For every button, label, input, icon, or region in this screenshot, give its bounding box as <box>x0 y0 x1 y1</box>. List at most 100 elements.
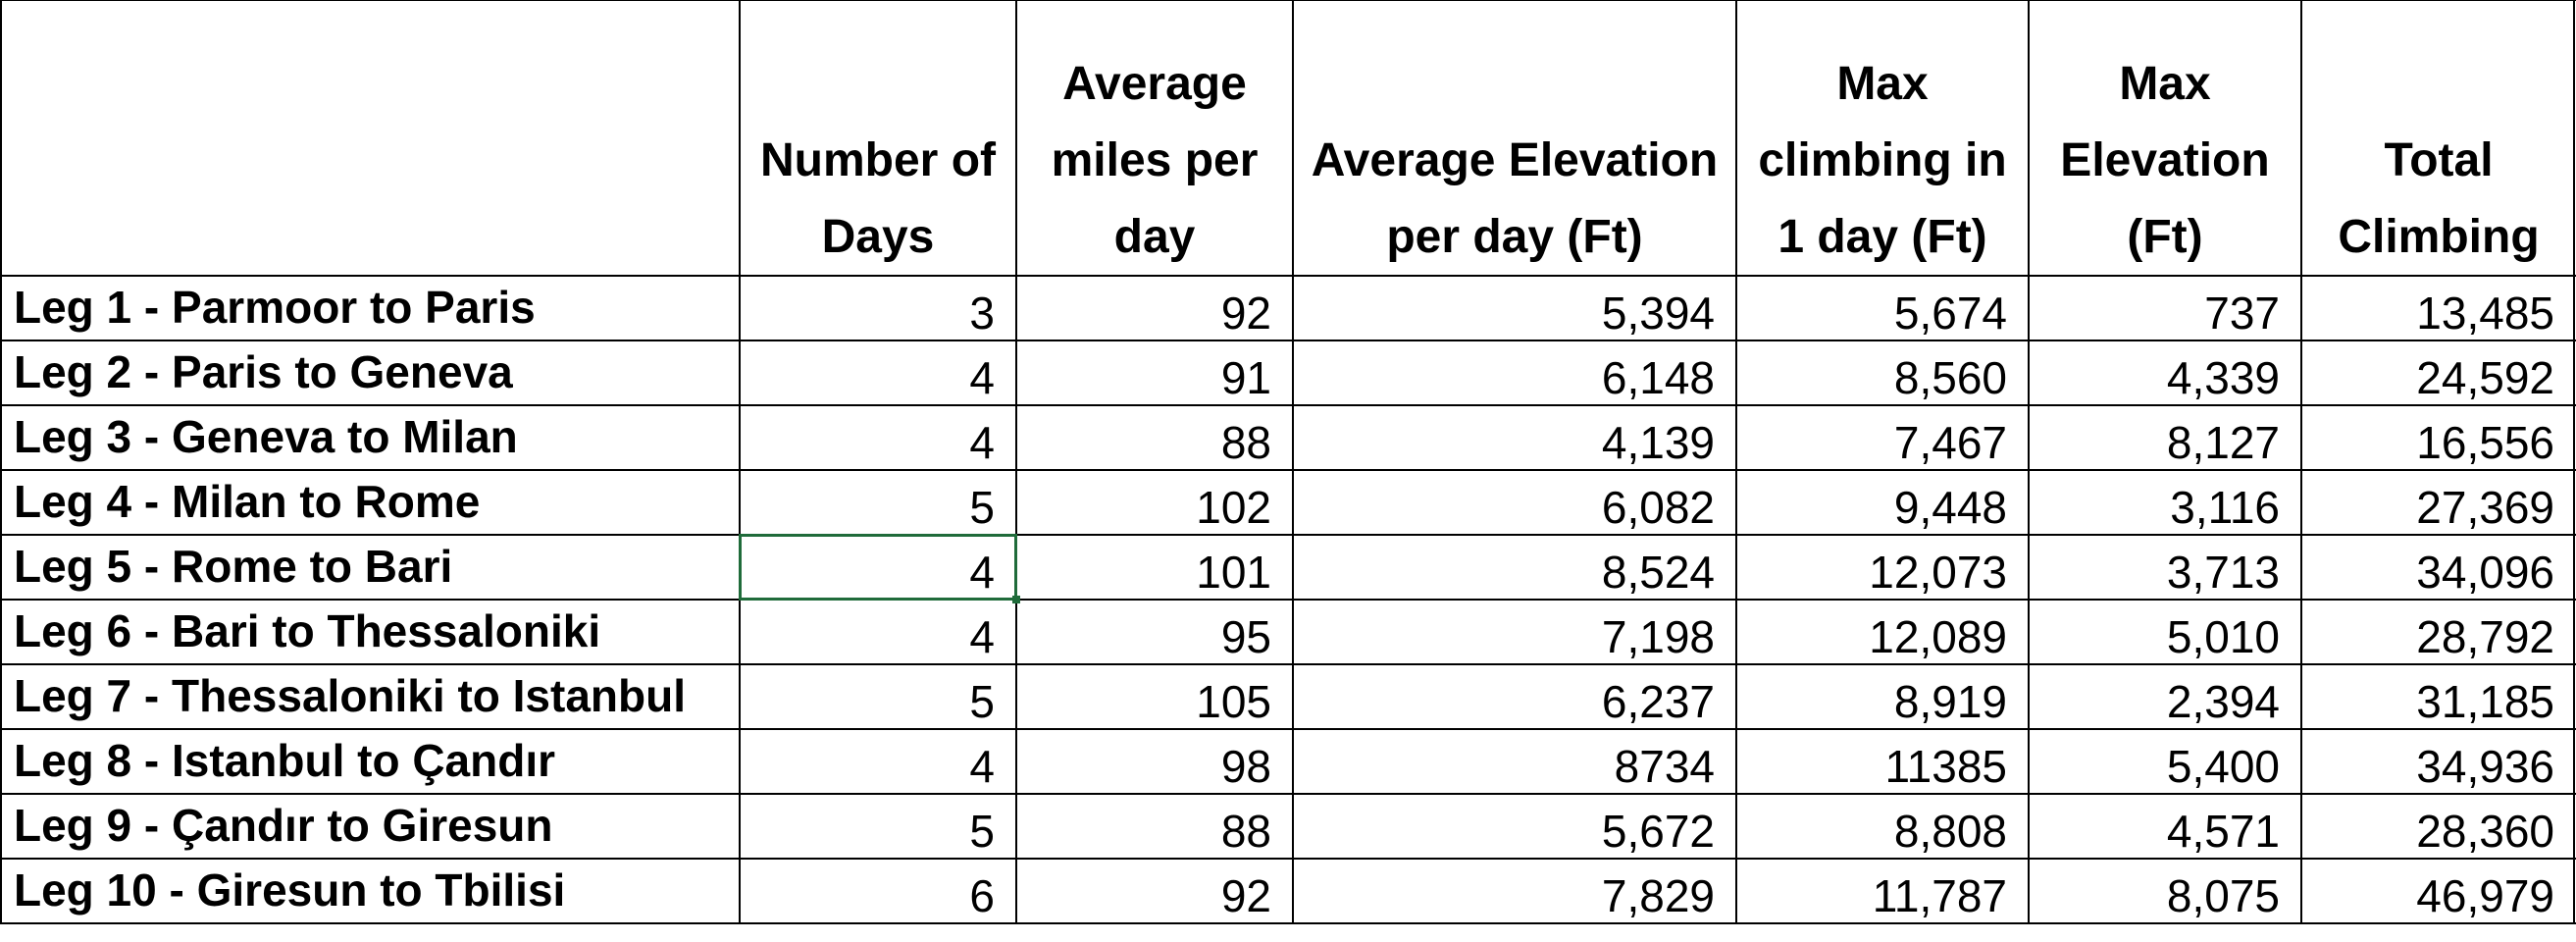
cell-avg-miles[interactable]: 91 <box>1220 352 1271 403</box>
cell-max-climbing[interactable]: 12,089 <box>1869 611 2007 662</box>
cell-total-climbing[interactable]: 24,592 <box>2416 352 2554 403</box>
cell-days[interactable]: 5 <box>969 806 995 857</box>
cell-max-climbing[interactable]: 12,073 <box>1869 547 2007 598</box>
cell-max-elevation[interactable]: 5,010 <box>2166 611 2280 662</box>
grid-vline <box>0 0 2 923</box>
cell-total-climbing[interactable]: 31,185 <box>2416 676 2554 727</box>
cell-max-climbing[interactable]: 11,787 <box>1872 870 2007 921</box>
cell-avg-elevation[interactable]: 6,148 <box>1601 352 1715 403</box>
header-max-elevation[interactable]: Max Elevation (Ft) <box>2029 0 2301 276</box>
cell-avg-miles[interactable]: 102 <box>1196 482 1271 533</box>
cell-days[interactable]: 6 <box>969 870 995 921</box>
row-label[interactable]: Leg 10 - Giresun to Tbilisi <box>14 864 566 916</box>
grid-vline <box>1292 0 1294 923</box>
cell-total-climbing[interactable]: 27,369 <box>2416 482 2554 533</box>
cell-max-elevation[interactable]: 8,127 <box>2166 417 2280 468</box>
row-label[interactable]: Leg 1 - Parmoor to Paris <box>14 282 536 333</box>
cell-days[interactable]: 4 <box>969 741 995 792</box>
cell-max-climbing[interactable]: 5,674 <box>1893 288 2007 339</box>
grid-hline <box>0 275 2576 277</box>
grid-hline <box>0 793 2576 795</box>
cell-total-climbing[interactable]: 46,979 <box>2416 870 2554 921</box>
cell-total-climbing[interactable]: 16,556 <box>2416 417 2554 468</box>
row-label[interactable]: Leg 7 - Thessaloniki to Istanbul <box>14 670 686 721</box>
header-days[interactable]: Number of Days <box>740 0 1016 276</box>
header-total-climbing[interactable]: Total Climbing <box>2301 0 2576 276</box>
cell-avg-miles[interactable]: 92 <box>1220 870 1271 921</box>
cell-avg-miles[interactable]: 98 <box>1220 741 1271 792</box>
header-line: climbing in <box>1758 134 2007 186</box>
cell-days[interactable]: 5 <box>969 676 995 727</box>
cell-days[interactable]: 4 <box>969 352 995 403</box>
header-max-climbing[interactable]: Max climbing in 1 day (Ft) <box>1736 0 2029 276</box>
row-label[interactable]: Leg 3 - Geneva to Milan <box>14 411 518 462</box>
cell-avg-miles[interactable]: 88 <box>1220 806 1271 857</box>
cell-avg-elevation[interactable]: 4,139 <box>1601 417 1715 468</box>
grid-vline <box>2028 0 2030 923</box>
cell-max-elevation[interactable]: 4,571 <box>2166 806 2280 857</box>
cell-max-climbing[interactable]: 11385 <box>1884 741 2007 792</box>
grid-hline <box>0 922 2576 924</box>
row-label[interactable]: Leg 8 - Istanbul to Çandır <box>14 735 556 786</box>
cell-avg-elevation[interactable]: 7,829 <box>1601 870 1715 921</box>
cell-avg-elevation[interactable]: 6,082 <box>1601 482 1715 533</box>
cell-avg-miles[interactable]: 95 <box>1220 611 1271 662</box>
fill-handle[interactable] <box>1012 596 1020 603</box>
cell-avg-miles[interactable]: 101 <box>1196 547 1271 598</box>
grid-vline <box>1735 0 1737 923</box>
header-leg[interactable] <box>0 0 740 276</box>
cell-max-elevation[interactable]: 5,400 <box>2166 741 2280 792</box>
cell-max-elevation[interactable]: 737 <box>2204 288 2280 339</box>
cell-max-elevation[interactable]: 3,116 <box>2170 482 2280 533</box>
cell-days[interactable]: 5 <box>969 482 995 533</box>
cell-days[interactable]: 3 <box>969 288 995 339</box>
cell-max-climbing[interactable]: 8,560 <box>1893 352 2007 403</box>
row-label[interactable]: Leg 4 - Milan to Rome <box>14 476 481 527</box>
cell-max-elevation[interactable]: 8,075 <box>2166 870 2280 921</box>
header-line: Average <box>1062 58 1247 110</box>
cell-total-climbing[interactable]: 28,360 <box>2416 806 2554 857</box>
cell-max-climbing[interactable]: 8,808 <box>1893 806 2007 857</box>
cell-avg-elevation[interactable]: 8,524 <box>1601 547 1715 598</box>
cell-days[interactable]: 4 <box>969 417 995 468</box>
grid-vline <box>1015 0 1017 923</box>
header-avg-miles[interactable]: Average miles per day <box>1016 0 1293 276</box>
header-line: 1 day (Ft) <box>1777 211 1987 263</box>
row-label[interactable]: Leg 2 - Paris to Geneva <box>14 346 513 397</box>
cell-avg-miles[interactable]: 92 <box>1220 288 1271 339</box>
header-avg-elevation[interactable]: Average Elevation per day (Ft) <box>1293 0 1736 276</box>
cell-max-elevation[interactable]: 3,713 <box>2166 547 2280 598</box>
header-line: Elevation <box>2060 134 2270 186</box>
grid-hline <box>0 663 2576 665</box>
header-line: Total <box>2384 134 2494 186</box>
cell-avg-elevation[interactable]: 7,198 <box>1601 611 1715 662</box>
cell-total-climbing[interactable]: 28,792 <box>2416 611 2554 662</box>
header-line: Days <box>821 211 935 263</box>
cell-avg-miles[interactable]: 105 <box>1196 676 1271 727</box>
cell-total-climbing[interactable]: 34,096 <box>2416 547 2554 598</box>
cell-days[interactable]: 4 <box>969 547 995 598</box>
cell-max-elevation[interactable]: 2,394 <box>2166 676 2280 727</box>
cell-avg-miles[interactable]: 88 <box>1220 417 1271 468</box>
cell-avg-elevation[interactable]: 5,394 <box>1601 288 1715 339</box>
grid-vline <box>739 0 741 923</box>
cell-avg-elevation[interactable]: 6,237 <box>1601 676 1715 727</box>
cell-max-climbing[interactable]: 8,919 <box>1893 676 2007 727</box>
row-label[interactable]: Leg 5 - Rome to Bari <box>14 541 453 592</box>
cell-total-climbing[interactable]: 34,936 <box>2416 741 2554 792</box>
header-line: per day (Ft) <box>1386 211 1643 263</box>
cell-days[interactable]: 4 <box>969 611 995 662</box>
row-label[interactable]: Leg 9 - Çandır to Giresun <box>14 800 553 851</box>
selected-cell-outline <box>739 534 1017 601</box>
cell-avg-elevation[interactable]: 8734 <box>1614 741 1715 792</box>
cell-max-climbing[interactable]: 7,467 <box>1893 417 2007 468</box>
row-label[interactable]: Leg 6 - Bari to Thessaloniki <box>14 605 601 656</box>
cell-max-elevation[interactable]: 4,339 <box>2166 352 2280 403</box>
cell-max-climbing[interactable]: 9,448 <box>1893 482 2007 533</box>
cell-total-climbing[interactable]: 13,485 <box>2416 288 2554 339</box>
grid-hline <box>0 0 2576 1</box>
header-line: Climbing <box>2338 211 2540 263</box>
grid-hline <box>0 599 2576 601</box>
cell-avg-elevation[interactable]: 5,672 <box>1601 806 1715 857</box>
